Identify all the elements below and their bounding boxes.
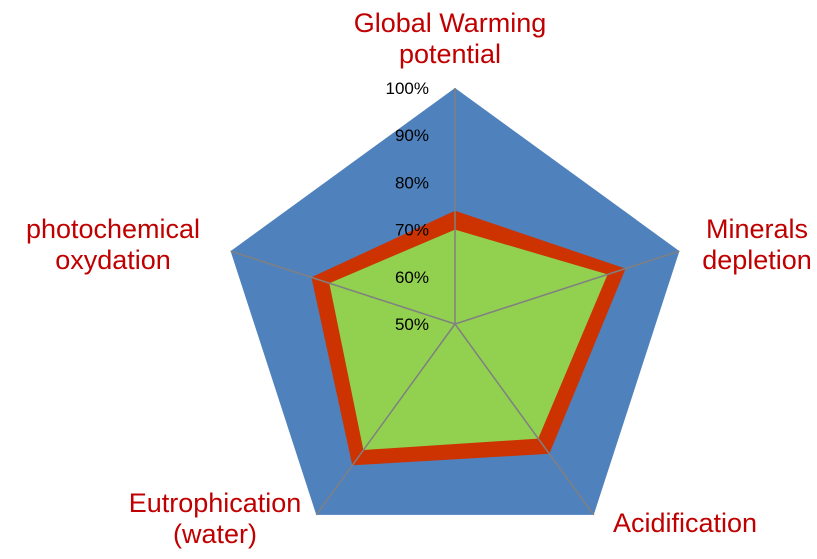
series-area-2 — [329, 229, 608, 450]
axis-spoke — [454, 250, 680, 325]
axis-spoke — [230, 250, 456, 325]
axis-label: Global Warming potential — [354, 8, 547, 69]
axis-label: photochemical oxydation — [26, 214, 200, 275]
axis-label: Acidification — [613, 508, 757, 538]
tick-label: 80% — [395, 173, 429, 192]
tick-label: 70% — [395, 221, 429, 240]
axis-spoke — [315, 323, 456, 516]
tick-label: 60% — [395, 268, 429, 287]
axis-label: Eutrophication (water) — [129, 488, 302, 549]
tick-label: 90% — [395, 126, 429, 145]
tick-label: 100% — [386, 79, 429, 98]
axis-label: Minerals depletion — [702, 214, 812, 275]
tick-label: 50% — [395, 315, 429, 334]
axis-spoke — [454, 323, 595, 516]
